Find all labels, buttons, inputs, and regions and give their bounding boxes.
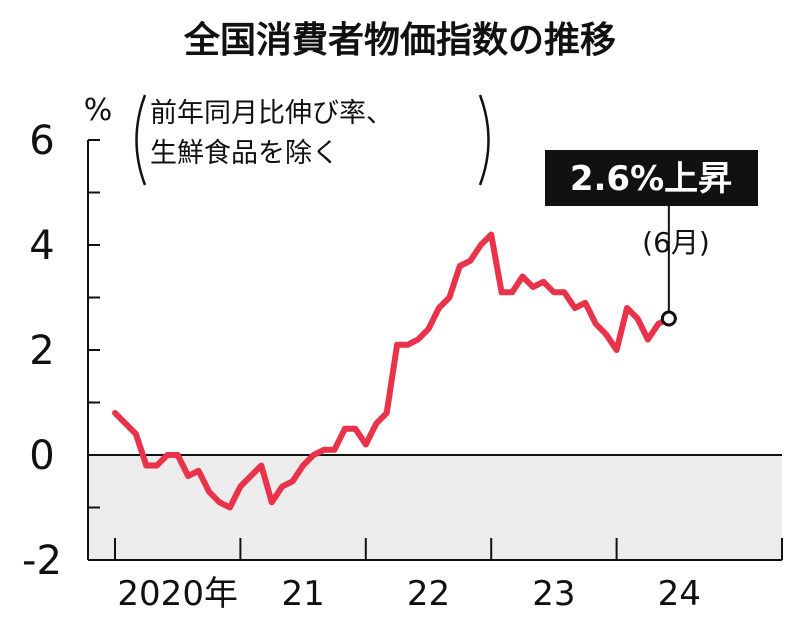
- chart-title: 全国消費者物価指数の推移: [183, 19, 616, 61]
- x-tick-label: 2020年: [117, 574, 238, 614]
- y-tick-label: 4: [29, 223, 54, 269]
- x-tick-label: 22: [407, 574, 450, 614]
- x-tick-label: 23: [532, 574, 575, 614]
- cpi-series-line: [112, 231, 672, 511]
- x-tick-label: 24: [658, 574, 701, 614]
- negative-region: [88, 455, 782, 560]
- y-tick-label: -2: [22, 538, 62, 584]
- note-line-1: 前年同月比伸び率、: [150, 98, 393, 129]
- plot-area: 6 4 2 0 -2 2020年 21 22 23 24 2.6%上昇 (6月): [22, 118, 783, 614]
- last-point-marker: [660, 310, 677, 327]
- callout-value-label: 2.6%上昇: [570, 159, 732, 199]
- y-tick-label: 2: [29, 328, 54, 374]
- callout-month-label: (6月): [642, 226, 710, 259]
- note-line-2: 生鮮食品を除く: [150, 138, 339, 169]
- y-tick-label: 6: [29, 118, 54, 164]
- note-bracket-left: [135, 94, 147, 186]
- callout-box: [545, 150, 758, 206]
- note-bracket-right: [478, 94, 490, 186]
- y-unit-label: %: [84, 93, 113, 128]
- x-tick-label: 21: [281, 574, 324, 614]
- y-tick-label: 0: [29, 433, 54, 479]
